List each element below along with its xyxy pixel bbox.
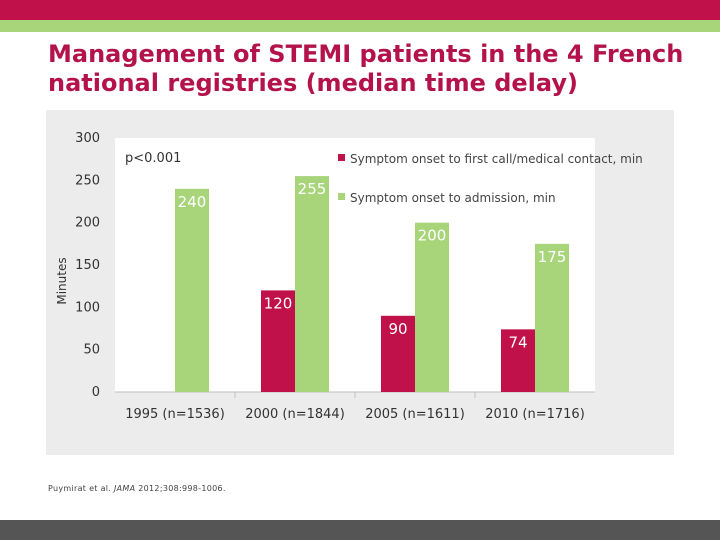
data-label: 90 [388, 320, 407, 338]
legend-swatch [338, 193, 345, 200]
citation-details: 2012;308:998-1006. [135, 484, 226, 493]
y-tick-label: 150 [75, 258, 100, 273]
data-label: 200 [418, 227, 447, 245]
bar [535, 243, 569, 392]
citation-authors: Puymirat et al. [48, 484, 114, 493]
data-label: 240 [178, 193, 207, 211]
bar [501, 329, 535, 392]
data-label: 74 [508, 333, 527, 351]
x-tick-label: 2000 (n=1844) [245, 407, 345, 422]
bar [175, 188, 209, 392]
y-axis-label: Minutes [55, 257, 69, 304]
citation-journal: JAMA [114, 484, 136, 493]
citation: Puymirat et al. JAMA 2012;308:998-1006. [48, 484, 226, 493]
y-tick-label: 200 [75, 216, 100, 231]
data-label: 255 [298, 180, 327, 198]
y-tick-label: 100 [75, 300, 100, 315]
slide-title: Management of STEMI patients in the 4 Fr… [48, 40, 684, 97]
data-label: 175 [538, 248, 567, 266]
x-tick-label: 2005 (n=1611) [365, 407, 465, 422]
top-accent-stripe [0, 20, 720, 32]
y-tick-label: 300 [75, 131, 100, 146]
legend-label: Symptom onset to first call/medical cont… [350, 152, 643, 166]
bar [381, 315, 415, 392]
x-tick-label: 1995 (n=1536) [125, 407, 225, 422]
annotation-p-value: p<0.001 [125, 151, 181, 166]
bar [261, 290, 295, 392]
bar [415, 222, 449, 392]
data-label: 120 [264, 294, 293, 312]
legend-swatch [338, 154, 345, 161]
bar [295, 176, 329, 392]
y-tick-label: 250 [75, 173, 100, 188]
y-tick-label: 0 [92, 385, 100, 400]
top-brand-stripe [0, 0, 720, 20]
x-tick-label: 2010 (n=1716) [485, 407, 585, 422]
legend-label: Symptom onset to admission, min [350, 191, 556, 205]
y-tick-label: 50 [83, 343, 100, 358]
bottom-bar [0, 520, 720, 540]
